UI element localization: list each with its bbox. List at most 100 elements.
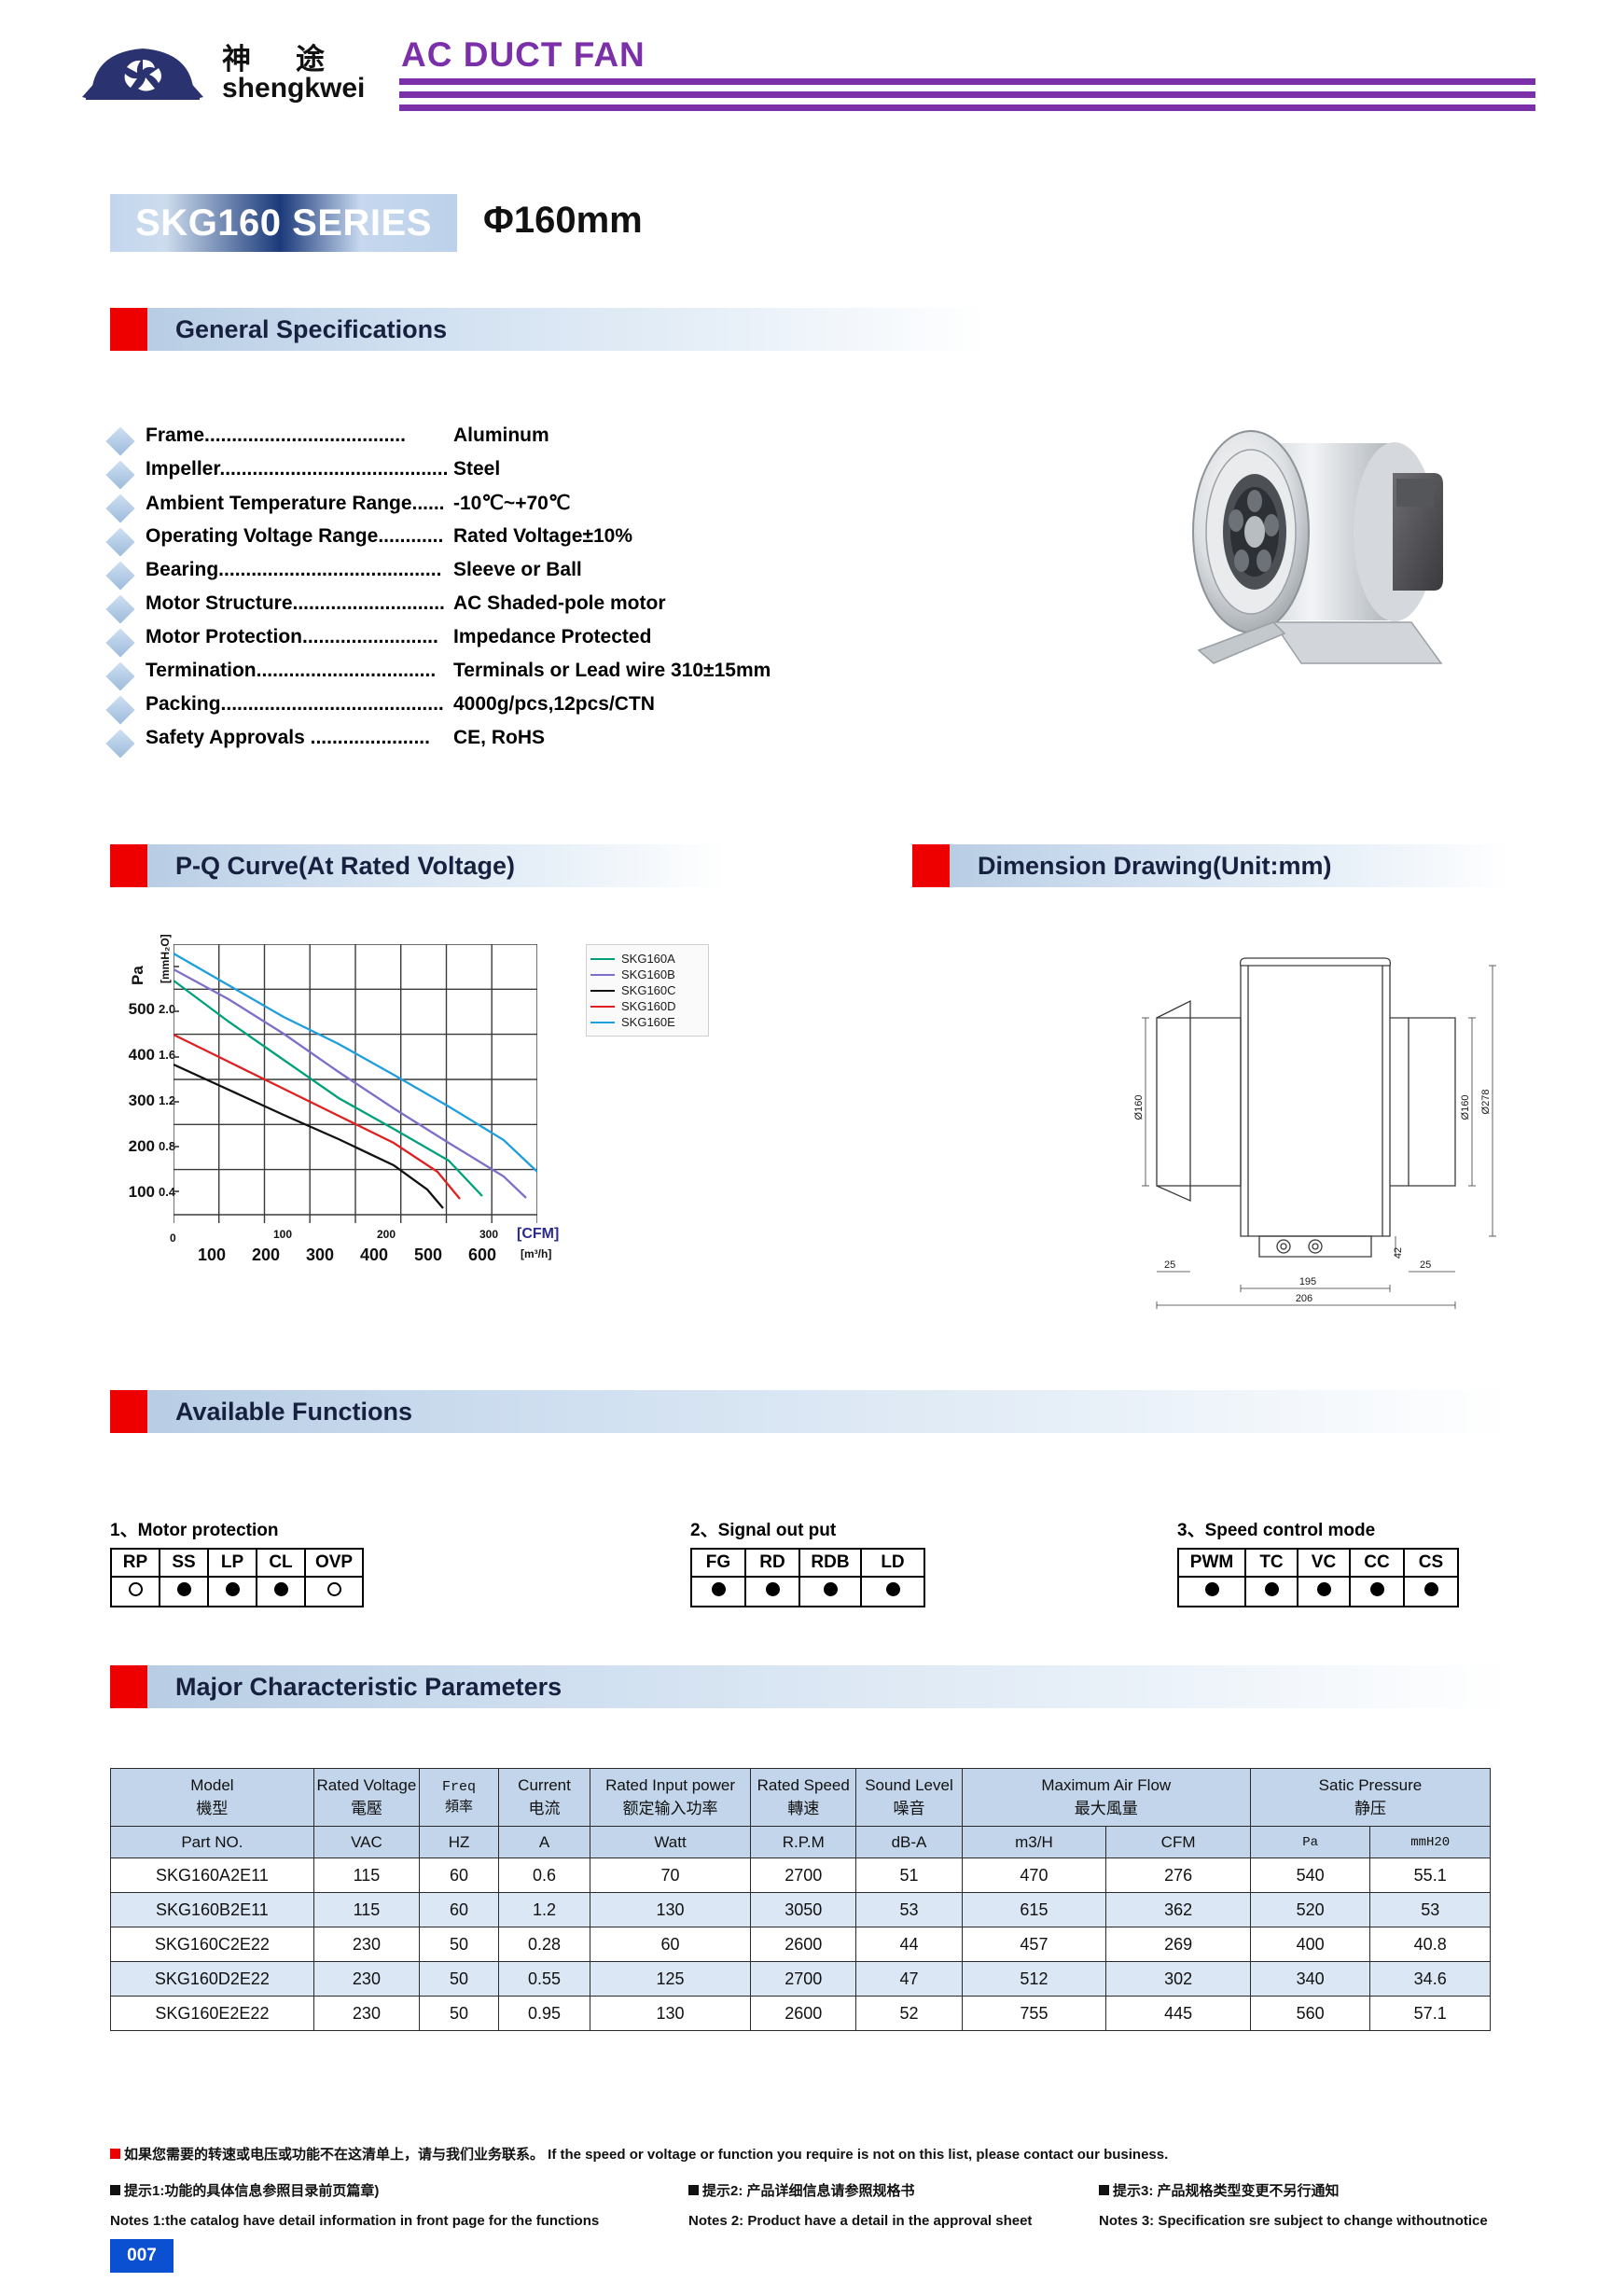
section-marker-icon <box>110 844 147 887</box>
section-marker-icon <box>110 308 147 351</box>
x-tick-cfm-300: 300 <box>479 1228 499 1241</box>
spec-value: -10℃~+70℃ <box>453 493 571 514</box>
note-cn-3-text: 提示3: 产品规格类型变更不另行通知 <box>1113 2183 1340 2199</box>
spec-label: Packing.................................… <box>146 693 444 715</box>
unit-dba: dB-A <box>855 1826 963 1859</box>
note-cn-1-text: 提示1:功能的具体信息参照目录前页篇章) <box>124 2183 380 2199</box>
cell-voltage: 115 <box>312 1892 421 1928</box>
chart-legend: SKG160A SKG160B SKG160C SKG160D SKG160E <box>586 944 709 1037</box>
cell-m3h: 755 <box>961 1996 1107 2032</box>
x-tick-cfm-200: 200 <box>377 1228 396 1241</box>
cell-voltage: 115 <box>312 1858 421 1894</box>
black-square-bullet-icon <box>110 2185 120 2195</box>
unit-mmh20: mmH20 <box>1369 1826 1491 1859</box>
chart-plot-area <box>174 944 537 1215</box>
unit-vac: VAC <box>312 1826 421 1859</box>
y-tick-mm-2p0: 2.0 <box>159 1002 176 1016</box>
cell-pa: 340 <box>1249 1961 1371 1997</box>
logo-latin-name: shengkwei <box>222 73 366 104</box>
header-rules <box>399 78 1535 118</box>
page-header: 神途 shengkwei AC DUCT FAN <box>0 0 1597 149</box>
y-tick-pa-200: 200 <box>128 1137 155 1155</box>
dim-label-outer-width: 206 <box>1296 1293 1312 1304</box>
col-tc: TC <box>1244 1548 1298 1578</box>
status-dot-filled-icon <box>1423 1582 1438 1596</box>
table-row-headers: RP SS LP CL OVP <box>110 1548 364 1578</box>
diamond-bullet-icon <box>105 594 135 624</box>
cell-sound: 51 <box>855 1858 963 1894</box>
cell-m3h: 470 <box>961 1858 1107 1894</box>
cell-pa: 400 <box>1249 1927 1371 1963</box>
header-speed-en: Rated Speed <box>757 1776 850 1794</box>
status-dot-open-icon <box>326 1582 341 1596</box>
cell-speed: 2600 <box>750 1996 857 2032</box>
cell-pa: 560 <box>1249 1996 1371 2032</box>
notes-chinese-row: 提示1:功能的具体信息参照目录前页篇章) 提示2: 产品详细信息请参照规格书 提… <box>110 2180 1500 2200</box>
spec-value: Steel <box>453 458 501 480</box>
header-power-cn: 额定输入功率 <box>622 1799 718 1817</box>
cell-current: 0.95 <box>498 1996 591 2032</box>
section-bar: General Specifications <box>147 308 987 351</box>
function-group-title: 2、Signal out put <box>690 1521 837 1540</box>
spec-value: Terminals or Lead wire 310±15mm <box>453 660 771 681</box>
cell-model: SKG160E2E22 <box>110 1996 314 2032</box>
section-title-pq-curve: P-Q Curve(At Rated Voltage) <box>175 851 516 880</box>
cell-model: SKG160A2E11 <box>110 1858 314 1894</box>
cell-m3h: 457 <box>961 1927 1107 1963</box>
cell-power: 70 <box>590 1858 752 1894</box>
pq-curve-chart: Pa [mmH₂O] 500 400 300 200 100 2.0 1.6 1… <box>101 924 735 1315</box>
state-ss <box>159 1576 209 1607</box>
dim-label-left-offset: 25 <box>1164 1259 1175 1271</box>
series-line-skg160c <box>174 1063 444 1209</box>
spec-value: 4000g/pcs,12pcs/CTN <box>453 693 655 715</box>
section-header-functions: Available Functions <box>110 1390 1509 1433</box>
cell-sound: 52 <box>855 1996 963 2032</box>
header-max-air-flow: Maximum Air Flow 最大風量 <box>961 1767 1251 1828</box>
legend-label: SKG160E <box>621 1015 675 1029</box>
cell-voltage: 230 <box>312 1927 421 1963</box>
table-unit-row: Part NO. VAC HZ A Watt R.P.M dB-A m3/H C… <box>110 1826 1491 1859</box>
col-rd: RD <box>744 1548 800 1578</box>
y-tick-pa-300: 300 <box>128 1092 155 1109</box>
spec-item: Impeller................................… <box>105 458 1006 492</box>
spec-label: Termination.............................… <box>146 660 437 681</box>
header-current-cn: 电流 <box>528 1799 561 1817</box>
function-group-speed-control: 3、Speed control mode PWM TC VC CC CS <box>1177 1516 1459 1607</box>
legend-swatch-skg160a <box>590 957 615 960</box>
table-row: SKG160A2E11 115 60 0.6 70 2700 51 470 27… <box>110 1858 1491 1894</box>
header-freq-en: Freq <box>442 1778 477 1795</box>
y-tick-pa-400: 400 <box>128 1046 155 1064</box>
spec-label: Impeller................................… <box>146 458 449 480</box>
col-cs: CS <box>1403 1548 1459 1578</box>
state-ovp <box>304 1576 364 1607</box>
section-header-dimension: Dimension Drawing(Unit:mm) <box>912 844 1509 887</box>
spec-item: Bearing.................................… <box>105 559 1006 592</box>
col-lp: LP <box>207 1548 257 1578</box>
spec-value: Aluminum <box>453 424 549 446</box>
unit-watt: Watt <box>590 1826 752 1859</box>
function-group-signal-output: 2、Signal out put FG RD RDB LD <box>690 1516 925 1607</box>
diamond-bullet-icon <box>105 494 135 523</box>
unit-pa: Pa <box>1249 1826 1371 1859</box>
spec-label: Ambient Temperature Range...... <box>146 493 445 514</box>
header-current: Current 电流 <box>498 1767 591 1828</box>
legend-swatch-skg160b <box>590 973 615 976</box>
cell-freq: 60 <box>419 1892 500 1928</box>
header-model-en: Model <box>190 1776 234 1794</box>
header-pressure-en: Satic Pressure <box>1318 1776 1423 1794</box>
col-cl: CL <box>256 1548 306 1578</box>
dim-label-left-diameter: Ø160 <box>1133 1095 1145 1120</box>
unit-hz: HZ <box>419 1826 500 1859</box>
dimension-drawing: Ø160 Ø160 Ø278 25 25 42 195 206 <box>1133 957 1496 1309</box>
cell-mmh20: 34.6 <box>1369 1961 1491 1997</box>
cell-model: SKG160D2E22 <box>110 1961 314 1997</box>
footnotes: 如果您需要的转速或电压或功能不在这清单上，请与我们业务联系。 If the sp… <box>110 2144 1500 2229</box>
note-en-3: Notes 3: Specification sre subject to ch… <box>1099 2213 1488 2229</box>
cell-power: 130 <box>590 1996 752 2032</box>
series-line-skg160a <box>174 980 483 1197</box>
signal-output-table: FG RD RDB LD <box>690 1548 925 1607</box>
cell-mmh20: 53 <box>1369 1892 1491 1928</box>
dim-label-right-diameter: Ø160 <box>1460 1095 1471 1120</box>
header-freq: Freq 頻率 <box>419 1767 500 1828</box>
section-marker-icon <box>912 844 950 887</box>
